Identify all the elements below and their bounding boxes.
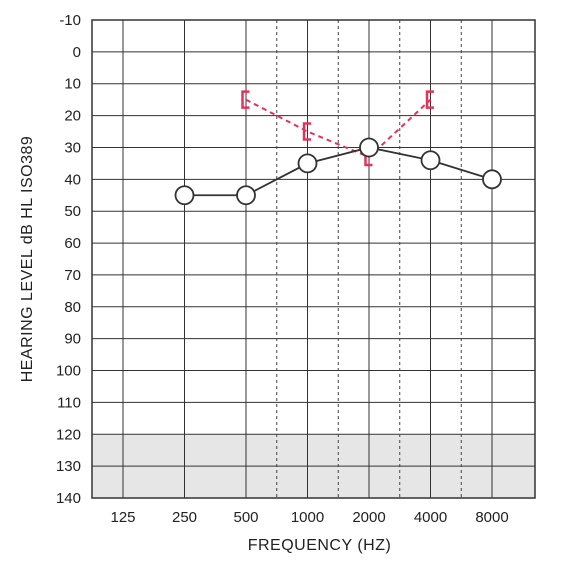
x-tick-label: 125 xyxy=(110,509,135,526)
circle-marker xyxy=(236,185,256,206)
x-tick-label: 4000 xyxy=(414,509,447,526)
x-axis-ticks: 125 250 500 1000 2000 4000 8000 xyxy=(110,509,508,526)
y-tick-label: 30 xyxy=(64,139,81,156)
x-tick-label: 2000 xyxy=(352,509,385,526)
x-axis-title: FREQUENCY (HZ) xyxy=(248,537,392,554)
circle-series-line xyxy=(184,146,493,197)
y-tick-label: 130 xyxy=(56,458,81,475)
bracket-marker xyxy=(425,90,434,109)
y-axis-ticks: -10 0 10 20 30 40 50 60 70 80 90 100 110 120 130 140 xyxy=(56,12,81,507)
y-tick-label: 40 xyxy=(64,171,81,188)
circle-marker xyxy=(420,150,441,171)
y-tick-label: 80 xyxy=(64,299,81,316)
bracket-series-line xyxy=(245,98,432,159)
circle-marker xyxy=(174,185,195,206)
plot-frame xyxy=(91,19,536,499)
y-tick-label: 140 xyxy=(56,490,81,507)
y-tick-label: 50 xyxy=(64,203,81,220)
data-series xyxy=(174,90,502,206)
y-tick-label: 10 xyxy=(64,76,81,93)
grid xyxy=(92,19,535,499)
bracket-marker xyxy=(241,90,250,109)
y-tick-label: 70 xyxy=(64,267,81,284)
y-tick-label: 100 xyxy=(56,363,81,380)
y-tick-label: -10 xyxy=(59,12,81,29)
x-tick-label: 8000 xyxy=(475,509,508,526)
y-tick-label: 90 xyxy=(64,331,81,348)
y-tick-label: 110 xyxy=(57,394,81,411)
x-tick-label: 500 xyxy=(233,509,258,526)
circle-marker xyxy=(359,137,379,158)
circle-marker xyxy=(482,169,502,190)
x-tick-label: 1000 xyxy=(291,509,324,526)
y-tick-label: 60 xyxy=(64,235,81,252)
y-axis-title: HEARING LEVEL dB HL ISO389 xyxy=(19,136,36,383)
y-tick-label: 20 xyxy=(64,108,81,125)
x-tick-label: 250 xyxy=(172,509,197,526)
y-tick-label: 0 xyxy=(73,44,81,61)
y-tick-label: 120 xyxy=(56,426,81,443)
bracket-marker xyxy=(302,122,311,141)
circle-marker xyxy=(297,153,318,174)
